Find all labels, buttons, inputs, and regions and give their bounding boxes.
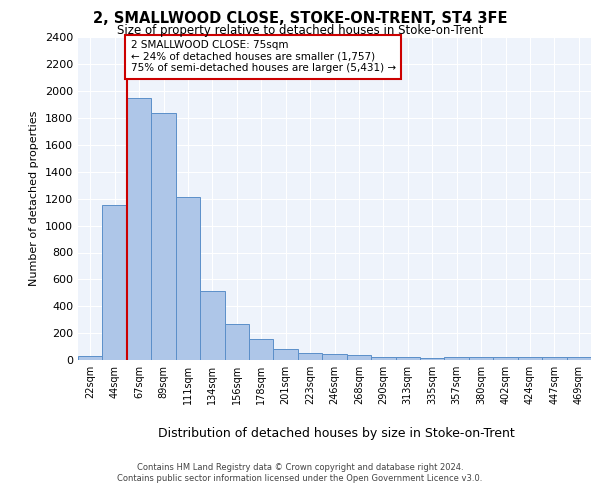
Y-axis label: Number of detached properties: Number of detached properties (29, 111, 40, 286)
Bar (78, 356, 103, 360)
Bar (395, 357, 420, 360)
Bar (542, 358, 566, 360)
Bar (347, 354, 371, 360)
Text: Size of property relative to detached houses in Stoke-on-Trent: Size of property relative to detached ho… (117, 24, 483, 37)
Text: Contains public sector information licensed under the Open Government Licence v3: Contains public sector information licen… (118, 474, 482, 483)
Bar (103, 206, 127, 360)
Bar (274, 349, 298, 360)
Bar (224, 324, 249, 360)
Text: 2, SMALLWOOD CLOSE, STOKE-ON-TRENT, ST4 3FE: 2, SMALLWOOD CLOSE, STOKE-ON-TRENT, ST4 … (93, 11, 507, 26)
Bar (127, 98, 151, 360)
Text: Distribution of detached houses by size in Stoke-on-Trent: Distribution of detached houses by size … (158, 428, 514, 440)
Bar (151, 113, 176, 360)
Bar (518, 358, 542, 360)
Bar (322, 354, 347, 360)
Bar (566, 358, 591, 360)
Bar (493, 358, 518, 360)
Bar (420, 358, 445, 360)
Bar (469, 358, 493, 360)
Bar (249, 339, 274, 360)
Bar (445, 358, 469, 360)
Bar (200, 292, 224, 360)
Bar (298, 354, 322, 360)
Bar (176, 198, 200, 360)
Text: 2 SMALLWOOD CLOSE: 75sqm
← 24% of detached houses are smaller (1,757)
75% of sem: 2 SMALLWOOD CLOSE: 75sqm ← 24% of detach… (131, 40, 395, 74)
Text: Contains HM Land Registry data © Crown copyright and database right 2024.: Contains HM Land Registry data © Crown c… (137, 462, 463, 471)
Bar (371, 358, 395, 360)
